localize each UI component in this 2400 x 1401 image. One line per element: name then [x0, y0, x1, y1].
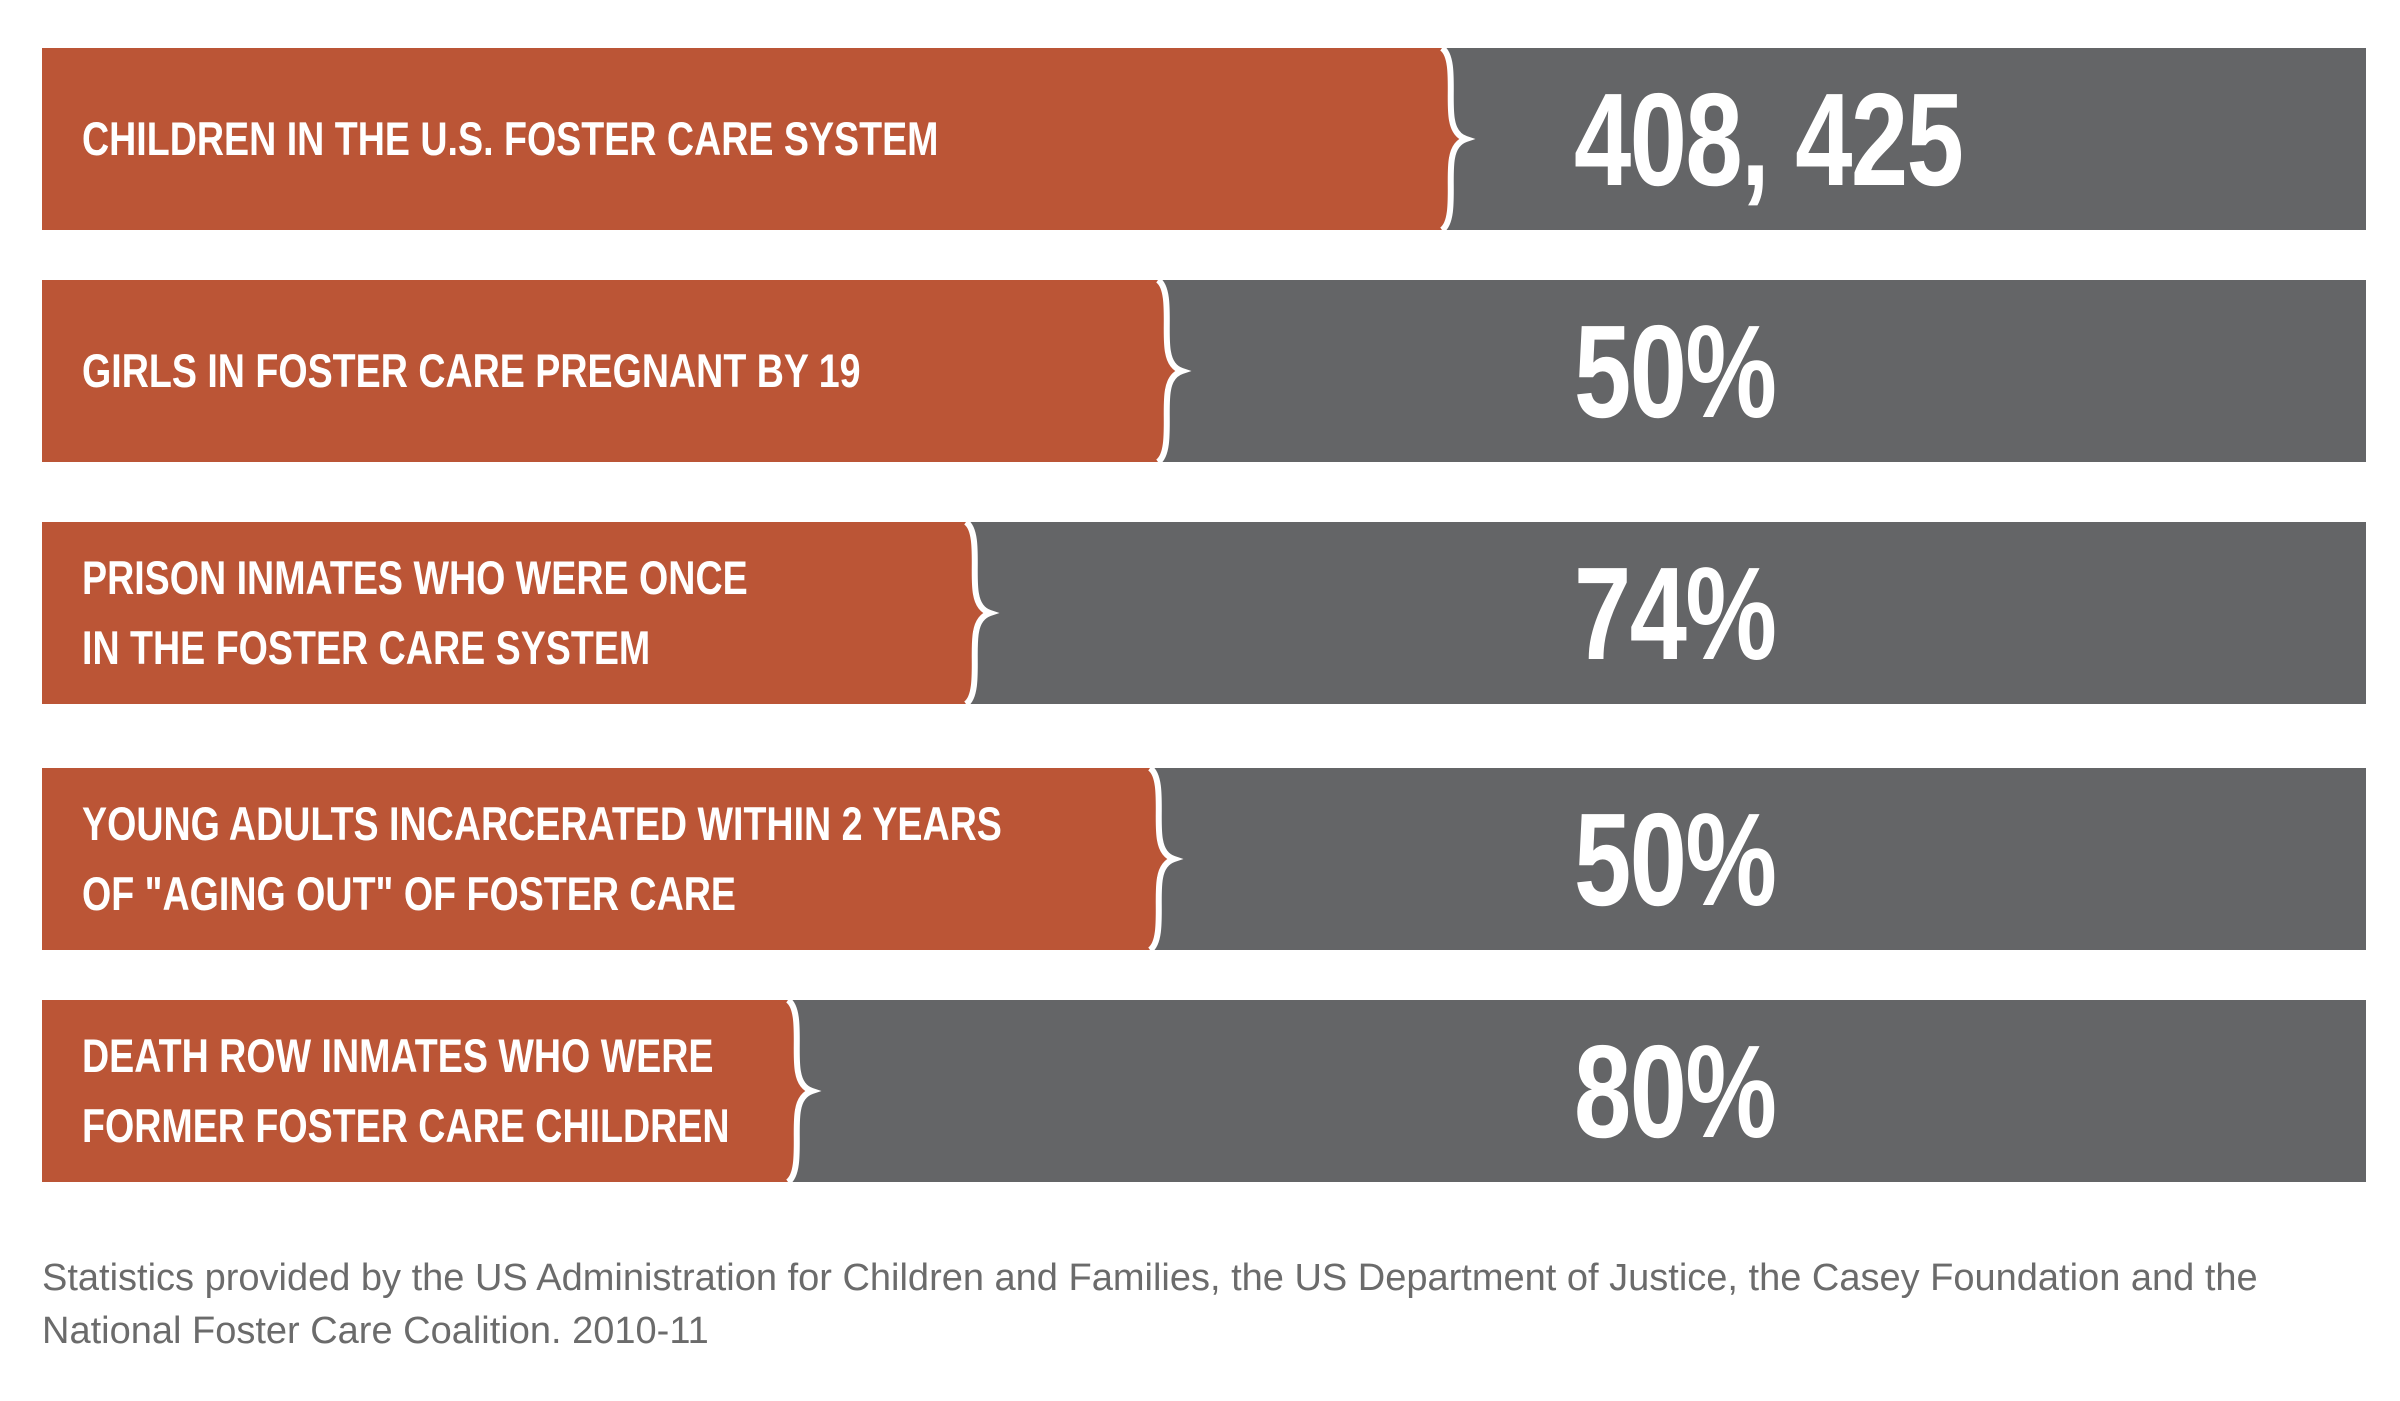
stat-label: GIRLS IN FOSTER CARE PREGNANT BY 19 [82, 280, 861, 462]
stat-label-panel [42, 522, 966, 704]
stat-label-line: IN THE FOSTER CARE SYSTEM [82, 621, 651, 674]
stat-row-pregnant-by-19: GIRLS IN FOSTER CARE PREGNANT BY 19 50% [42, 277, 2366, 465]
brace-divider [1148, 277, 1192, 465]
stat-value: 408, 425 [1574, 65, 1964, 213]
stat-row-foster-care-children: CHILDREN IN THE U.S. FOSTER CARE SYSTEM … [42, 45, 2366, 233]
stat-row-death-row-inmates: DEATH ROW INMATES WHO WERE FORMER FOSTER… [42, 997, 2366, 1185]
brace-divider [1432, 45, 1476, 233]
stat-label-line: PRISON INMATES WHO WERE ONCE [82, 551, 748, 604]
stat-value: 80% [1574, 1017, 1777, 1165]
stat-label-panel [42, 1000, 788, 1182]
brace-divider [1140, 765, 1184, 953]
stat-label: PRISON INMATES WHO WERE ONCE IN THE FOST… [82, 522, 748, 704]
stat-label-line: FORMER FOSTER CARE CHILDREN [82, 1099, 730, 1152]
stat-label: YOUNG ADULTS INCARCERATED WITHIN 2 YEARS… [82, 768, 1002, 950]
stat-label-panel [42, 768, 1150, 950]
stat-label-panel [42, 280, 1158, 462]
stat-label-line: DEATH ROW INMATES WHO WERE [82, 1029, 714, 1082]
stat-label: DEATH ROW INMATES WHO WERE FORMER FOSTER… [82, 1000, 730, 1182]
brace-divider [778, 997, 822, 1185]
stat-label: CHILDREN IN THE U.S. FOSTER CARE SYSTEM [82, 48, 939, 230]
brace-divider [956, 519, 1000, 707]
source-note: Statistics provided by the US Administra… [42, 1257, 2258, 1352]
stat-label-panel [42, 48, 1442, 230]
stat-value: 74% [1574, 539, 1777, 687]
stat-label-line: CHILDREN IN THE U.S. FOSTER CARE SYSTEM [82, 112, 939, 165]
stat-label-line: GIRLS IN FOSTER CARE PREGNANT BY 19 [82, 344, 861, 397]
stat-label-line: YOUNG ADULTS INCARCERATED WITHIN 2 YEARS [82, 797, 1002, 850]
stat-value: 50% [1574, 297, 1777, 445]
stat-row-prison-inmates: PRISON INMATES WHO WERE ONCE IN THE FOST… [42, 519, 2366, 707]
stat-value: 50% [1574, 785, 1777, 933]
stat-label-line: OF "AGING OUT" OF FOSTER CARE [82, 867, 736, 920]
stat-row-young-adults-incarcerated: YOUNG ADULTS INCARCERATED WITHIN 2 YEARS… [42, 765, 2366, 953]
